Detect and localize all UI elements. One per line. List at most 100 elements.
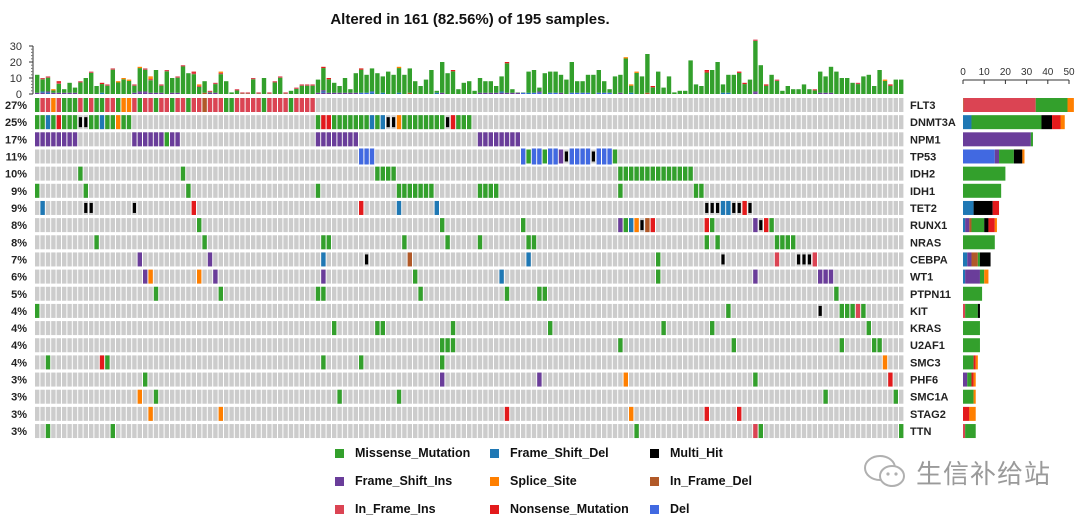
matrix-cell-missense-mutation [72, 115, 78, 130]
matrix-cell-empty [866, 183, 871, 198]
matrix-cell-empty [726, 115, 731, 130]
matrix-cell-empty [299, 218, 304, 233]
matrix-cell-empty [585, 132, 591, 147]
matrix-cell-empty [229, 235, 234, 250]
tmb-bar-segment [310, 85, 315, 94]
matrix-cell-empty [299, 303, 304, 318]
matrix-cell-empty [796, 166, 801, 181]
matrix-cell-empty [704, 286, 709, 301]
matrix-cell-empty [882, 252, 888, 267]
tmb-bar-segment [791, 89, 796, 94]
legend-label: Missense_Mutation [355, 446, 471, 460]
matrix-cell-empty [845, 98, 850, 112]
matrix-cell-empty [764, 424, 769, 439]
matrix-cell-empty [164, 321, 169, 336]
matrix-cell-empty [866, 286, 871, 301]
matrix-cell-empty [672, 98, 677, 112]
matrix-cell-missense-mutation [359, 115, 364, 130]
matrix-cell-empty [56, 200, 61, 215]
matrix-cell-missense-mutation [105, 355, 110, 370]
matrix-cell-empty [726, 372, 731, 387]
matrix-cell-empty [672, 200, 677, 215]
matrix-cell-empty [105, 149, 110, 164]
matrix-cell-empty [159, 355, 164, 370]
matrix-cell-empty [494, 98, 499, 112]
matrix-cell-empty [202, 286, 207, 301]
matrix-cell-empty [359, 286, 364, 301]
gene-bar-segment [984, 218, 989, 233]
matrix-cell-empty [607, 286, 612, 301]
matrix-cell-empty [774, 218, 780, 233]
matrix-cell-empty [531, 252, 537, 267]
matrix-cell-empty [121, 269, 126, 284]
matrix-cell-empty [456, 389, 461, 404]
matrix-cell-empty [764, 338, 769, 353]
matrix-cell-empty [105, 303, 110, 318]
tmb-bar-segment [191, 74, 196, 94]
matrix-cell-empty [888, 166, 893, 181]
matrix-cell-empty [526, 389, 531, 404]
matrix-cell-empty [418, 218, 423, 233]
tmb-bar-segment [148, 77, 153, 79]
gene-label: TTN [910, 426, 931, 438]
matrix-cell-empty [715, 149, 720, 164]
matrix-cell-empty [591, 235, 596, 250]
gene-bar-segment [965, 218, 970, 233]
matrix-cell-empty [710, 389, 715, 404]
matrix-cell-empty [423, 355, 429, 370]
matrix-cell-empty [521, 252, 526, 267]
matrix-cell-empty [742, 115, 747, 130]
matrix-cell-empty [801, 115, 807, 130]
matrix-cell-empty [591, 338, 596, 353]
legend-label: In_Frame_Ins [355, 502, 436, 516]
matrix-cell-empty [180, 372, 186, 387]
matrix-cell-empty [699, 132, 704, 147]
matrix-cell-empty [812, 218, 817, 233]
matrix-cell-empty [596, 200, 601, 215]
matrix-cell-empty [202, 115, 207, 130]
matrix-cell-empty [83, 389, 88, 404]
matrix-cell-empty [213, 166, 218, 181]
matrix-cell-empty [769, 98, 774, 112]
matrix-cell-empty [110, 286, 115, 301]
matrix-cell-empty [45, 286, 51, 301]
tmb-bar-segment [94, 86, 99, 94]
matrix-cell-empty [558, 115, 564, 130]
matrix-cell-empty [299, 115, 304, 130]
tmb-bar-segment [159, 84, 164, 86]
matrix-cell-empty [288, 218, 294, 233]
matrix-cell-empty [472, 355, 477, 370]
matrix-cell-empty [78, 132, 83, 147]
matrix-cell-empty [407, 269, 412, 284]
matrix-cell-empty [375, 98, 380, 112]
matrix-cell-empty [202, 218, 207, 233]
matrix-cell-empty [332, 252, 337, 267]
matrix-cell-empty [369, 269, 375, 284]
matrix-cell-empty [213, 200, 218, 215]
matrix-cell-empty [472, 166, 477, 181]
matrix-cell-missense-mutation [261, 98, 267, 112]
matrix-cell-empty [51, 372, 56, 387]
matrix-cell-empty [872, 98, 877, 112]
matrix-cell-empty [801, 166, 807, 181]
matrix-cell-missense-mutation [656, 252, 661, 267]
gene-bar-segment [1067, 98, 1074, 112]
matrix-cell-empty [850, 372, 855, 387]
matrix-cell-empty [542, 406, 547, 421]
matrix-cell-empty [861, 132, 866, 147]
matrix-cell-empty [299, 252, 304, 267]
matrix-cell-del [359, 148, 364, 165]
matrix-cell-empty [612, 252, 618, 267]
matrix-cell-empty [494, 424, 499, 439]
matrix-cell-empty [699, 235, 704, 250]
matrix-cell-empty [407, 321, 412, 336]
matrix-cell-empty [774, 286, 780, 301]
matrix-cell-empty [645, 98, 650, 112]
matrix-cell-frame-shift-ins [35, 132, 40, 147]
matrix-cell-missense-mutation [197, 218, 202, 233]
matrix-cell-empty [791, 200, 796, 215]
matrix-cell-empty [332, 166, 337, 181]
matrix-cell-empty [537, 183, 542, 198]
matrix-cell-empty [67, 372, 72, 387]
matrix-cell-empty [294, 269, 299, 284]
